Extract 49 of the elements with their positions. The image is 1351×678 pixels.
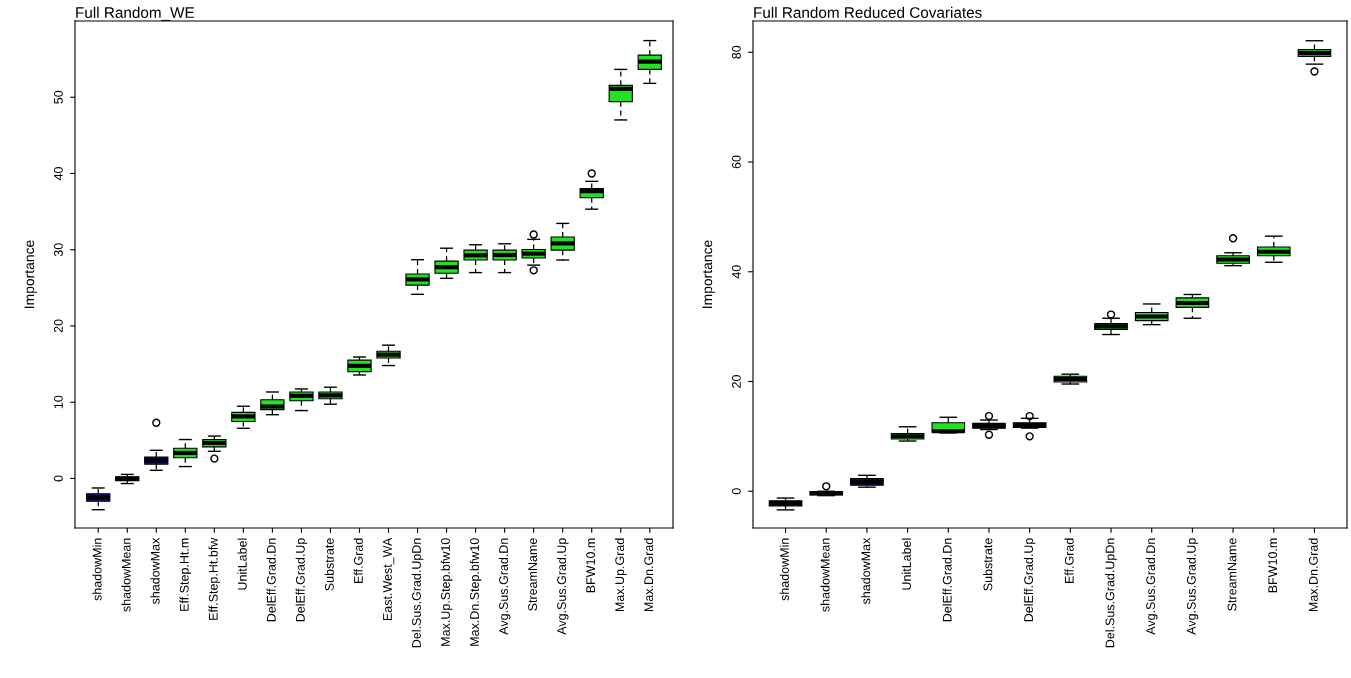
y-tick-label: 50 (53, 90, 63, 104)
x-tick-label: Max.Up.Grad (614, 538, 627, 612)
x-tick-label: Max.Dn.Step.bfw10 (469, 538, 482, 646)
x-tick-label: StreamName (1227, 538, 1237, 611)
x-tick-label: DelEff.Grad.Dn (266, 538, 276, 622)
x-tick-label: Eff.Step.Ht.m (179, 538, 192, 611)
y-tick-label: 0 (731, 488, 741, 495)
x-tick-label: Eff.Step.Ht.bfw (208, 537, 221, 620)
x-tick-label: shadowMean (121, 538, 131, 612)
x-tick-label: shadowMax (150, 537, 160, 605)
x-tick-label: Del.Sus.Grad.UpDn (1105, 538, 1117, 648)
x-tick-label: Max.Dn.Grad (1308, 538, 1318, 612)
x-tick-label: Avg.Sus.Grad.Dn (1145, 538, 1158, 635)
x-tick-label: Avg.Sus.Grad.Up (556, 538, 569, 635)
y-axis-title: Importance (702, 240, 715, 308)
x-tick-label: DelEff.Grad.Up (1023, 538, 1036, 622)
y-tick-label: 20 (53, 319, 63, 333)
x-tick-label: shadowMax (861, 537, 871, 605)
x-tick-label: Avg.Sus.Grad.Up (1186, 538, 1199, 635)
y-tick-label: 80 (731, 45, 741, 59)
y-tick-label: 40 (53, 167, 63, 181)
x-tick-label: DelEff.Grad.Dn (942, 538, 952, 622)
x-tick-label: Avg.Sus.Grad.Dn (498, 538, 511, 635)
x-tick-label: UnitLabel (237, 538, 247, 590)
y-tick-label: 40 (731, 265, 741, 279)
x-tick-label: East.West_WA (383, 537, 395, 621)
y-tick-label: 30 (53, 243, 63, 257)
x-tick-label: Max.Dn.Grad (643, 538, 654, 612)
x-tick-label: Max.Up.Step.bfw10 (440, 538, 453, 646)
x-tick-label: BFW10.m (586, 538, 596, 593)
x-tick-label: Substrate (983, 538, 993, 591)
x-tick-label: shadowMin (779, 538, 789, 601)
x-tick-label: Eff.Grad (353, 538, 363, 584)
y-tick-label: 10 (53, 395, 63, 409)
x-tick-label: StreamName (528, 538, 538, 611)
x-tick-label: shadowMean (820, 538, 830, 612)
y-tick-label: 60 (731, 155, 741, 169)
y-tick-label: 0 (53, 475, 63, 482)
x-tick-label: Eff.Grad (1064, 538, 1074, 584)
y-tick-label: 20 (731, 375, 741, 388)
chart-title: Full Random_WE (76, 6, 195, 21)
y-axis-title: Importance (24, 240, 37, 308)
x-tick-label: DelEff.Grad.Up (295, 538, 308, 622)
x-tick-label: Del.Sus.Grad.UpDn (411, 538, 424, 648)
x-tick-label: Substrate (324, 538, 334, 591)
x-tick-label: UnitLabel (901, 538, 911, 590)
x-tick-label: BFW10.m (1268, 538, 1278, 593)
chart-title: Full Random Reduced Covariates (754, 6, 982, 18)
x-tick-label: shadowMin (92, 538, 102, 601)
